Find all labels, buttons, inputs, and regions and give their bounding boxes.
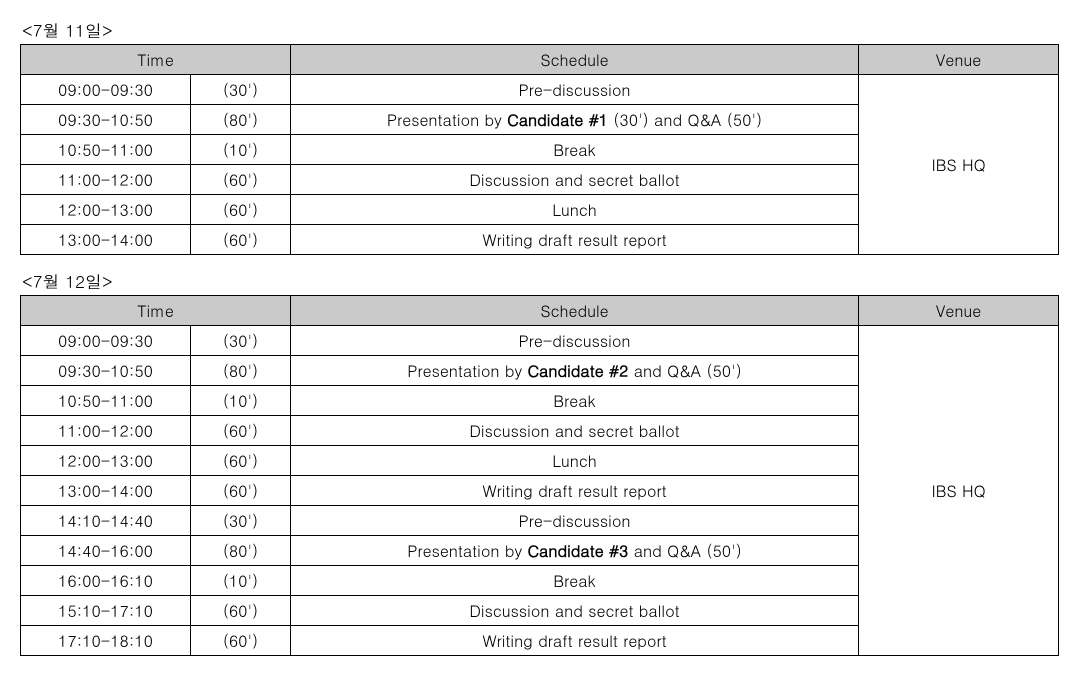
cell-time: 09:30-10:50 (21, 356, 191, 386)
cell-time: 12:00-13:00 (21, 195, 191, 225)
cell-schedule: Writing draft result report (291, 476, 859, 506)
cell-duration: (60') (191, 446, 291, 476)
cell-schedule: Presentation by Candidate #1 (30') and Q… (291, 105, 859, 135)
section-date-title: <7월 12일> (22, 269, 1058, 293)
cell-time: 10:50-11:00 (21, 135, 191, 165)
header-time: Time (21, 45, 291, 75)
schedule-text-post: Discussion and secret ballot (469, 168, 679, 191)
schedule-text-pre: Presentation by (387, 108, 507, 131)
schedule-text-bold: Candidate #2 (527, 359, 628, 382)
cell-duration: (80') (191, 356, 291, 386)
schedule-text-pre: Presentation by (407, 539, 527, 562)
cell-schedule: Break (291, 135, 859, 165)
schedule-text-pre: Presentation by (407, 359, 527, 382)
schedule-table: TimeScheduleVenue09:00-09:30(30')Pre-dis… (20, 295, 1059, 656)
header-schedule: Schedule (291, 45, 859, 75)
cell-time: 11:00-12:00 (21, 165, 191, 195)
cell-time: 13:00-14:00 (21, 225, 191, 255)
schedule-text-bold: Candidate #3 (527, 539, 628, 562)
schedule-text-post: (30') and Q&A (50') (608, 108, 762, 131)
cell-venue: IBS HQ (859, 75, 1059, 255)
schedule-text-post: Break (553, 389, 595, 412)
cell-schedule: Break (291, 566, 859, 596)
cell-duration: (30') (191, 506, 291, 536)
cell-duration: (60') (191, 416, 291, 446)
schedule-text-post: Pre-discussion (519, 78, 631, 101)
schedule-text-post: Lunch (552, 449, 597, 472)
cell-schedule: Discussion and secret ballot (291, 416, 859, 446)
cell-time: 15:10-17:10 (21, 596, 191, 626)
header-time: Time (21, 296, 291, 326)
cell-schedule: Discussion and secret ballot (291, 165, 859, 195)
schedule-text-post: Writing draft result report (482, 629, 666, 652)
schedule-section: <7월 11일>TimeScheduleVenue09:00-09:30(30'… (20, 18, 1058, 255)
cell-time: 14:10-14:40 (21, 506, 191, 536)
cell-time: 09:00-09:30 (21, 326, 191, 356)
schedule-text-post: Lunch (552, 198, 597, 221)
schedule-section: <7월 12일>TimeScheduleVenue09:00-09:30(30'… (20, 269, 1058, 656)
schedule-text-post: Writing draft result report (482, 228, 666, 251)
cell-duration: (10') (191, 566, 291, 596)
schedule-text-post: Discussion and secret ballot (469, 419, 679, 442)
cell-time: 17:10-18:10 (21, 626, 191, 656)
cell-duration: (60') (191, 596, 291, 626)
cell-duration: (60') (191, 225, 291, 255)
cell-duration: (30') (191, 75, 291, 105)
header-venue: Venue (859, 296, 1059, 326)
cell-time: 10:50-11:00 (21, 386, 191, 416)
cell-schedule: Break (291, 386, 859, 416)
cell-duration: (60') (191, 195, 291, 225)
cell-schedule: Discussion and secret ballot (291, 596, 859, 626)
section-date-title: <7월 11일> (22, 18, 1058, 42)
cell-time: 12:00-13:00 (21, 446, 191, 476)
cell-venue: IBS HQ (859, 326, 1059, 656)
schedule-text-post: and Q&A (50') (628, 359, 741, 382)
schedule-text-post: Break (553, 569, 595, 592)
cell-time: 16:00-16:10 (21, 566, 191, 596)
cell-schedule: Presentation by Candidate #2 and Q&A (50… (291, 356, 859, 386)
schedule-table: TimeScheduleVenue 09:00-09:30(30') Pre-dis… (20, 44, 1059, 255)
cell-duration: (60') (191, 626, 291, 656)
header-schedule: Schedule (291, 296, 859, 326)
header-venue: Venue (859, 45, 1059, 75)
schedule-text-bold: Candidate #1 (507, 108, 608, 131)
cell-time: 13:00-14:00 (21, 476, 191, 506)
schedule-text-post: and Q&A (50') (628, 539, 741, 562)
cell-duration: (80') (191, 536, 291, 566)
cell-schedule: Writing draft result report (291, 626, 859, 656)
schedule-text-post: Break (553, 138, 595, 161)
cell-schedule: Presentation by Candidate #3 and Q&A (50… (291, 536, 859, 566)
schedule-text-post: Discussion and secret ballot (469, 599, 679, 622)
cell-schedule: Writing draft result report (291, 225, 859, 255)
cell-time: 09:30-10:50 (21, 105, 191, 135)
cell-duration: (60') (191, 165, 291, 195)
cell-duration: (80') (191, 105, 291, 135)
cell-duration: (10') (191, 135, 291, 165)
cell-time: 14:40-16:00 (21, 536, 191, 566)
table-row: 09:00-09:30(30')Pre-discussionIBS HQ (21, 326, 1059, 356)
cell-schedule: Pre-discussion (291, 506, 859, 536)
cell-schedule: Lunch (291, 446, 859, 476)
cell-duration: (60') (191, 476, 291, 506)
schedule-text-post: Pre-discussion (519, 509, 631, 532)
schedule-text-post: Pre-discussion (519, 329, 631, 352)
cell-schedule: Pre-discussion (291, 326, 859, 356)
schedule-text-post: Writing draft result report (482, 479, 666, 502)
cell-schedule: Pre-discussion (291, 75, 859, 105)
cell-duration: (10') (191, 386, 291, 416)
cell-time: 09:00-09:30 (21, 75, 191, 105)
table-row: 09:00-09:30(30')Pre-discussionIBS HQ (21, 75, 1059, 105)
cell-schedule: Lunch (291, 195, 859, 225)
cell-duration: (30') (191, 326, 291, 356)
cell-time: 11:00-12:00 (21, 416, 191, 446)
